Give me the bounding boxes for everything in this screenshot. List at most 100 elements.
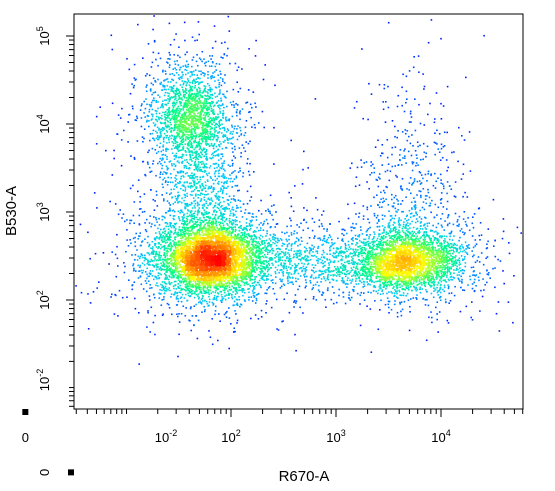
data-point [411, 207, 413, 209]
data-point [263, 246, 265, 249]
data-point [164, 282, 167, 285]
data-point [161, 246, 163, 248]
data-point [201, 297, 204, 300]
data-point [145, 218, 148, 221]
data-point [290, 197, 292, 199]
data-point [270, 257, 273, 259]
data-point [159, 57, 162, 60]
data-point [209, 144, 211, 147]
data-point [178, 172, 180, 174]
data-point [233, 195, 235, 197]
data-point [221, 299, 224, 302]
data-point [230, 177, 232, 180]
data-point [239, 126, 241, 129]
data-point [426, 145, 429, 148]
data-point [270, 244, 273, 246]
data-point [174, 67, 176, 69]
data-point [294, 333, 296, 336]
data-point [237, 171, 240, 173]
data-point [158, 112, 161, 115]
data-point [155, 152, 158, 154]
data-point [169, 204, 171, 206]
data-point [404, 234, 407, 236]
data-point [423, 208, 426, 211]
data-point [225, 181, 227, 183]
data-point [222, 297, 225, 300]
data-point [222, 93, 224, 96]
data-point [164, 111, 166, 114]
data-point [166, 126, 168, 129]
data-point [169, 121, 171, 124]
data-point [395, 228, 397, 230]
data-point [458, 261, 461, 264]
data-point [205, 166, 207, 168]
data-point [303, 150, 305, 153]
data-point [337, 270, 339, 273]
data-point [277, 247, 280, 250]
data-point [344, 266, 347, 269]
data-point [221, 104, 224, 106]
data-point [238, 189, 240, 192]
data-point [464, 265, 467, 268]
data-point [143, 264, 146, 266]
data-point [317, 237, 319, 240]
data-point [454, 285, 456, 288]
data-point [432, 184, 435, 187]
data-point [283, 284, 286, 286]
data-point [304, 256, 306, 258]
data-point [408, 189, 410, 191]
data-point [292, 283, 294, 285]
data-point [160, 134, 162, 137]
data-point [430, 19, 433, 21]
data-point [189, 174, 192, 177]
data-point [231, 115, 234, 118]
data-point [217, 195, 220, 198]
data-point [288, 238, 290, 241]
data-point [273, 239, 276, 241]
data-point [147, 115, 150, 117]
data-point [251, 278, 253, 281]
data-point [96, 207, 98, 209]
data-point [149, 287, 151, 289]
data-point [420, 282, 422, 284]
data-point [452, 249, 454, 251]
data-point [457, 225, 460, 227]
data-point [379, 280, 381, 283]
data-point [398, 231, 400, 234]
data-point [348, 260, 350, 262]
data-point [255, 106, 257, 108]
data-point [356, 238, 358, 240]
data-point [379, 284, 382, 287]
data-point [390, 215, 393, 217]
data-point [305, 266, 308, 268]
data-point [323, 257, 326, 259]
data-point [214, 104, 216, 107]
data-point [154, 149, 157, 151]
data-point [257, 292, 260, 295]
data-point [222, 117, 225, 119]
data-point [262, 265, 264, 268]
data-point [462, 258, 464, 261]
data-point [160, 268, 163, 270]
data-point [356, 292, 359, 295]
data-point [211, 318, 213, 320]
data-point [265, 312, 267, 314]
data-point [243, 134, 246, 137]
data-point [176, 171, 179, 173]
data-point [174, 177, 176, 179]
data-point [362, 274, 365, 276]
data-point [172, 90, 175, 93]
data-point [337, 268, 339, 270]
data-point [341, 258, 343, 260]
data-point [215, 195, 218, 197]
data-point [366, 208, 369, 211]
data-point [148, 263, 150, 266]
data-point [229, 138, 231, 140]
data-point [216, 299, 218, 301]
data-point [405, 286, 407, 289]
data-point [361, 274, 363, 276]
data-point [361, 260, 364, 263]
data-point [231, 228, 233, 230]
data-point [175, 288, 177, 290]
data-point [261, 255, 264, 258]
